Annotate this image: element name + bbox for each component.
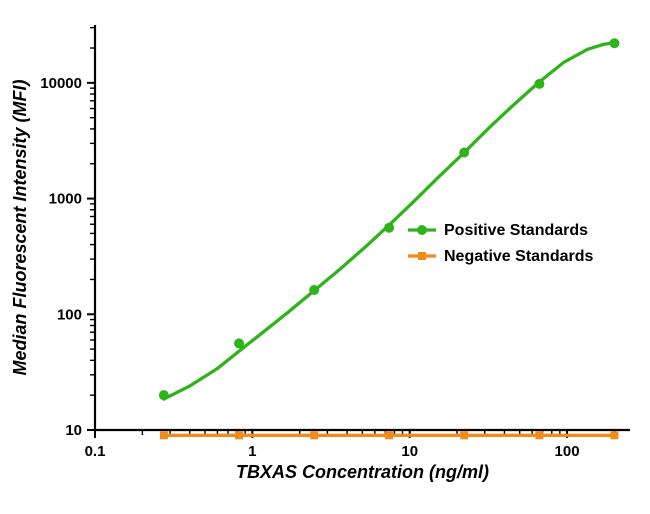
x-tick-label: 100	[555, 443, 580, 460]
x-tick-label: 1	[248, 443, 256, 460]
y-axis-label: Median Fluorescent Intensity (MFI)	[10, 79, 30, 375]
y-tick-label: 10	[65, 422, 82, 439]
series-marker-positive	[459, 148, 469, 158]
x-tick-label: 0.1	[85, 443, 106, 460]
x-tick-label: 10	[401, 443, 418, 460]
y-tick-label: 100	[57, 306, 82, 323]
series-marker-positive	[309, 285, 319, 295]
series-marker-negative	[385, 431, 393, 439]
series-marker-positive	[609, 38, 619, 48]
series-marker-negative	[235, 431, 243, 439]
series-marker-negative	[610, 431, 618, 439]
series-marker-positive	[534, 79, 544, 89]
legend-marker-negative	[418, 252, 426, 260]
x-axis-label: TBXAS Concentration (ng/ml)	[236, 462, 489, 482]
series-marker-negative	[310, 431, 318, 439]
series-marker-negative	[535, 431, 543, 439]
series-line-positive	[164, 43, 615, 399]
y-tick-label: 10000	[40, 75, 82, 92]
series-marker-positive	[384, 223, 394, 233]
legend-label-negative: Negative Standards	[444, 248, 593, 265]
chart-svg: 0.1 1 10 100 10 100 1000 10000 TBXAS Concentrati…	[0, 0, 650, 514]
legend-marker-positive	[417, 225, 427, 235]
series-marker-negative	[160, 431, 168, 439]
series-marker-negative	[460, 431, 468, 439]
series-marker-positive	[234, 338, 244, 348]
legend-label-positive: Positive Standards	[444, 222, 588, 239]
y-tick-label: 1000	[49, 191, 82, 208]
series-marker-positive	[159, 390, 169, 400]
chart-container: 0.1 1 10 100 10 100 1000 10000 TBXAS Concentrati…	[0, 0, 650, 514]
